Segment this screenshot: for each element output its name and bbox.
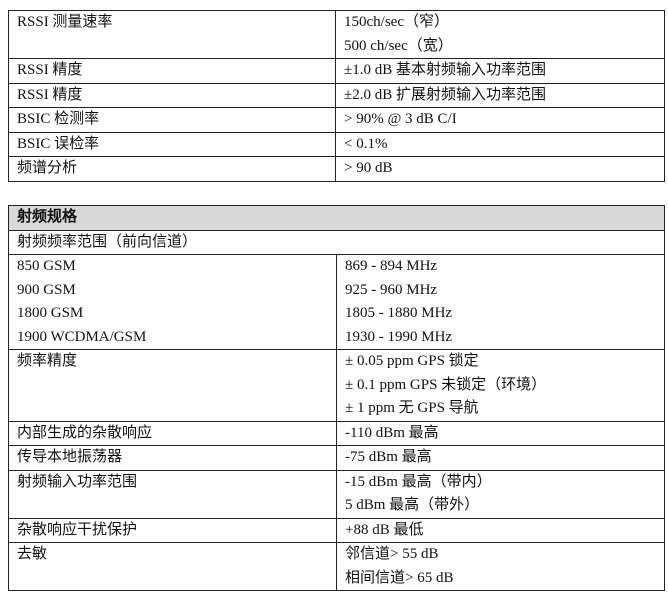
table-row: 850 GSM 900 GSM 1800 GSM 1900 WCDMA/GSM 869 … xyxy=(8,254,665,350)
spec-value: +88 dB 最低 xyxy=(336,517,665,543)
table-subheader-row: 射频频率范围（前向信道） xyxy=(8,229,665,255)
spec-value-line: ± 0.05 ppm GPS 锁定 xyxy=(345,353,479,369)
spec-value-line: > 90 dB xyxy=(344,160,393,176)
measurement-spec-table: RSSI 测量速率 150ch/sec（窄） 500 ch/sec（宽） RSSI 精… xyxy=(8,10,665,182)
table-row: 传导本地振荡器 -75 dBm 最高 xyxy=(8,445,665,471)
table-row: 射频输入功率范围 -15 dBm 最高（带内） 5 dBm 最高（带外） xyxy=(8,469,665,519)
spec-label: RSSI 精度 xyxy=(8,82,336,108)
spec-label-line: 杂散响应干扰保护 xyxy=(17,521,138,538)
spec-value: > 90 dB xyxy=(335,156,665,182)
spec-label: 内部生成的杂散响应 xyxy=(8,420,337,446)
spec-label-line: 内部生成的杂散响应 xyxy=(17,424,153,441)
spec-value-line: 925 - 960 MHz xyxy=(345,281,438,298)
spec-value-line: 相间信道> 65 dB xyxy=(345,569,454,586)
table-row: BSIC 误检率 < 0.1% xyxy=(8,131,665,157)
spec-value: ±1.0 dB 基本射频输入功率范围 xyxy=(335,58,665,84)
spec-label-line: 射频输入功率范围 xyxy=(17,473,138,490)
spec-label-line: 1800 GSM xyxy=(17,305,84,321)
spec-value-line: -15 dBm 最高（带内） xyxy=(345,473,492,490)
spec-label-line: 850 GSM xyxy=(17,258,76,274)
spec-value: -110 dBm 最高 xyxy=(336,420,665,446)
table-row: RSSI 精度 ±1.0 dB 基本射频输入功率范围 xyxy=(8,58,665,84)
spec-value-line: ±2.0 dB 扩展射频输入功率范围 xyxy=(344,86,546,103)
spec-value: 邻信道> 55 dB 相间信道> 65 dB xyxy=(336,542,665,591)
spec-label: 频谱分析 xyxy=(8,156,336,182)
spec-value-line: > 90% @ 3 dB C/I xyxy=(344,111,457,127)
spec-value-line: ± 0.1 ppm GPS 未锁定（环境） xyxy=(345,376,547,393)
section-title: 射频规格 xyxy=(8,205,665,231)
table-row: RSSI 精度 ±2.0 dB 扩展射频输入功率范围 xyxy=(8,82,665,108)
table-row: RSSI 测量速率 150ch/sec（窄） 500 ch/sec（宽） xyxy=(8,10,665,59)
spec-value: ± 0.05 ppm GPS 锁定 ± 0.1 ppm GPS 未锁定（环境） ± … xyxy=(336,349,665,422)
spec-value: -15 dBm 最高（带内） 5 dBm 最高（带外） xyxy=(336,469,665,519)
table-row: 杂散响应干扰保护 +88 dB 最低 xyxy=(8,517,665,543)
spec-label: BSIC 检测率 xyxy=(8,107,336,133)
spec-label-line: 传导本地振荡器 xyxy=(17,449,123,465)
spec-label-line: 频率精度 xyxy=(17,353,78,369)
rf-spec-table: 射频规格 射频频率范围（前向信道） 850 GSM 900 GSM 1800 GSM… xyxy=(8,205,665,591)
spec-value-line: 500 ch/sec（宽） xyxy=(344,37,453,54)
spec-label: BSIC 误检率 xyxy=(8,131,336,157)
spec-value: -75 dBm 最高 xyxy=(336,445,665,471)
spec-value-line: ± 1 ppm 无 GPS 导航 xyxy=(345,400,479,416)
spec-label: 传导本地振荡器 xyxy=(8,445,337,471)
spec-label-line: 去敏 xyxy=(17,546,48,562)
table-row: 频谱分析 > 90 dB xyxy=(8,156,665,182)
spec-value-line: -110 dBm 最高 xyxy=(345,424,439,441)
spec-value-line: ±1.0 dB 基本射频输入功率范围 xyxy=(344,62,546,78)
spec-value: < 0.1% xyxy=(335,131,665,157)
table-row: 内部生成的杂散响应 -110 dBm 最高 xyxy=(8,420,665,446)
spec-label-line: 900 GSM xyxy=(17,281,76,298)
spec-value-line: +88 dB 最低 xyxy=(345,521,424,538)
spec-value-line: 869 - 894 MHz xyxy=(345,258,438,274)
spec-value-line: 150ch/sec（窄） xyxy=(344,14,449,30)
spec-value: 150ch/sec（窄） 500 ch/sec（宽） xyxy=(335,10,665,59)
spec-label: 频率精度 xyxy=(8,349,337,422)
spec-label-line: 1900 WCDMA/GSM xyxy=(17,328,147,345)
spec-label: 850 GSM 900 GSM 1800 GSM 1900 WCDMA/GSM xyxy=(8,254,337,350)
subheader-label: 射频频率范围（前向信道） xyxy=(8,229,665,255)
spec-label: RSSI 测量速率 xyxy=(8,10,336,59)
table-row: BSIC 检测率 > 90% @ 3 dB C/I xyxy=(8,107,665,133)
table-header-row: 射频规格 xyxy=(8,205,665,231)
spec-value-line: < 0.1% xyxy=(344,135,388,152)
spec-value: > 90% @ 3 dB C/I xyxy=(335,107,665,133)
spec-label: 射频输入功率范围 xyxy=(8,469,337,519)
spec-value: ±2.0 dB 扩展射频输入功率范围 xyxy=(335,82,665,108)
spec-value-line: 邻信道> 55 dB xyxy=(345,546,439,562)
table-row: 去敏 邻信道> 55 dB 相间信道> 65 dB xyxy=(8,542,665,591)
spec-value-line: -75 dBm 最高 xyxy=(345,449,432,465)
spec-label: RSSI 精度 xyxy=(8,58,336,84)
spec-label: 杂散响应干扰保护 xyxy=(8,517,337,543)
spec-value: 869 - 894 MHz 925 - 960 MHz 1805 - 1880 MH… xyxy=(336,254,665,350)
table-row: 频率精度 ± 0.05 ppm GPS 锁定 ± 0.1 ppm GPS 未锁定（环… xyxy=(8,349,665,422)
spec-label: 去敏 xyxy=(8,542,337,591)
spec-value-line: 1805 - 1880 MHz xyxy=(345,305,453,321)
spec-value-line: 5 dBm 最高（带外） xyxy=(345,497,480,513)
spec-value-line: 1930 - 1990 MHz xyxy=(345,328,453,345)
